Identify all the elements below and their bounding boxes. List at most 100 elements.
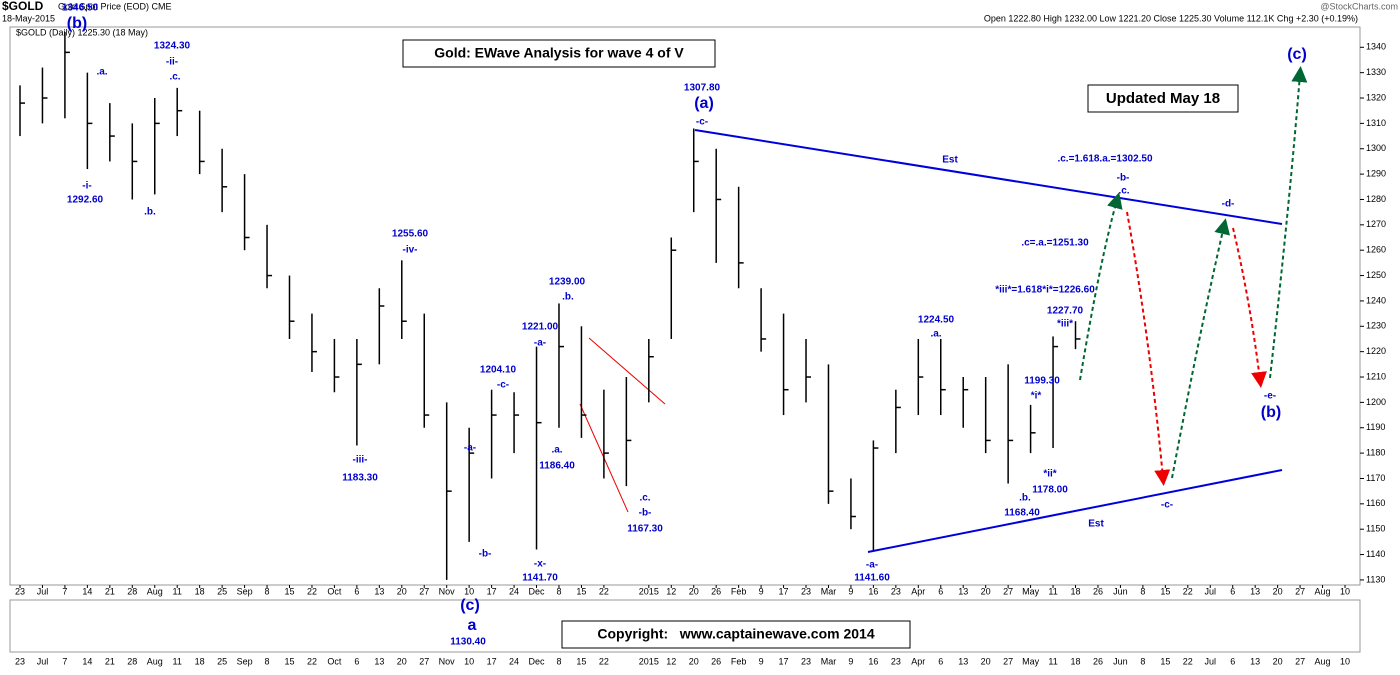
arrow: [1126, 211, 1171, 486]
annotation: 1183.30: [342, 473, 378, 484]
x-tick-label: 15: [576, 656, 586, 666]
x-tick-label: Mar: [821, 656, 837, 666]
annotation: 1168.40: [1004, 508, 1040, 519]
legend: $GOLD (Daily) 1225.30 (18 May): [16, 27, 148, 37]
x-tick-label: 13: [1250, 586, 1260, 596]
x-tick-label: 22: [599, 586, 609, 596]
x-tick-label: 18: [195, 656, 205, 666]
annotation: 1186.40: [539, 461, 575, 472]
x-tick-label: 12: [666, 586, 676, 596]
x-tick-label: 8: [556, 586, 561, 596]
annotation: -b-: [479, 549, 492, 560]
x-tick-label: 6: [1230, 586, 1235, 596]
annotation: .b.: [1019, 493, 1031, 504]
annotation: .c.: [639, 493, 650, 504]
x-tick-label: 23: [15, 656, 25, 666]
x-tick-label: 22: [1183, 656, 1193, 666]
y-tick-label: 1250: [1366, 270, 1386, 280]
x-tick-label: 10: [464, 586, 474, 596]
x-tick-label: Mar: [821, 586, 837, 596]
annotation: *iii*=1.618*i*=1226.60: [995, 285, 1095, 296]
annotation: *i*: [1031, 391, 1042, 402]
annotation: (a): [694, 95, 714, 112]
annotation: -a-: [464, 443, 476, 454]
x-tick-label: 22: [307, 586, 317, 596]
x-tick-label: 11: [1048, 656, 1057, 666]
x-tick-label: 25: [217, 586, 227, 596]
annotation: -c-: [696, 117, 708, 128]
annotation: .b.: [144, 207, 156, 218]
x-tick-label: Nov: [439, 586, 456, 596]
x-tick-label: 12: [666, 656, 676, 666]
copyright: Copyright: www.captainewave.com 2014: [597, 626, 874, 642]
y-tick-label: 1200: [1366, 397, 1386, 407]
x-tick-label: Sep: [237, 656, 253, 666]
annotation: 1239.00: [549, 277, 586, 288]
annotation: .c=.a.=1251.30: [1021, 238, 1089, 249]
x-tick-label: 27: [419, 586, 429, 596]
x-tick-label: Aug: [1315, 586, 1331, 596]
arrow: [1269, 66, 1308, 379]
annotation: 1221.00: [522, 322, 559, 333]
x-tick-label: 26: [1093, 586, 1103, 596]
x-tick-label: 28: [127, 586, 137, 596]
annotation: -c-: [497, 380, 509, 391]
x-tick-label: 15: [284, 656, 294, 666]
symbol: $GOLD: [2, 0, 44, 13]
x-tick-label: 16: [868, 586, 878, 596]
x-tick-label: 27: [419, 656, 429, 666]
y-tick-label: 1260: [1366, 245, 1386, 255]
x-tick-label: 15: [1160, 586, 1170, 596]
x-tick-label: 27: [1295, 656, 1305, 666]
x-tick-label: 9: [759, 586, 764, 596]
arrow: [1171, 218, 1230, 479]
annotation: .a.: [96, 67, 107, 78]
annotation: a: [468, 617, 477, 634]
x-tick-label: 2015: [639, 586, 659, 596]
trendline: [694, 129, 1283, 225]
y-tick-label: 1270: [1366, 219, 1386, 229]
y-tick-label: 1230: [1366, 321, 1386, 331]
x-tick-label: 20: [1273, 586, 1283, 596]
annotation: .b.: [562, 292, 574, 303]
x-tick-label: Dec: [529, 586, 546, 596]
x-tick-label: 20: [981, 656, 991, 666]
x-tick-label: Aug: [1315, 656, 1331, 666]
x-tick-label: 13: [958, 586, 968, 596]
y-tick-label: 1130: [1366, 574, 1385, 584]
subtitle: Updated May 18: [1106, 90, 1220, 107]
x-tick-label: 15: [576, 586, 586, 596]
trendline: [588, 337, 666, 405]
annotation: 1167.30: [627, 524, 663, 535]
x-tick-label: 9: [848, 656, 853, 666]
y-tick-label: 1160: [1366, 498, 1385, 508]
annotation: -b-: [639, 508, 652, 519]
arrow: [1232, 227, 1267, 388]
x-tick-label: 22: [307, 656, 317, 666]
x-tick-label: Jun: [1113, 586, 1128, 596]
annotation: -ii-: [166, 57, 178, 68]
annotation: 1227.70: [1047, 306, 1084, 317]
x-tick-label: 22: [599, 656, 609, 666]
y-tick-label: 1140: [1366, 549, 1385, 559]
x-tick-label: 17: [779, 656, 789, 666]
y-tick-label: 1210: [1366, 371, 1386, 381]
x-tick-label: 2015: [639, 656, 659, 666]
x-tick-label: 21: [105, 586, 115, 596]
x-tick-label: Dec: [529, 656, 546, 666]
x-tick-label: Jul: [1204, 656, 1216, 666]
y-tick-label: 1280: [1366, 194, 1386, 204]
x-tick-label: Jul: [37, 656, 49, 666]
x-tick-label: Feb: [731, 656, 747, 666]
x-tick-label: 23: [801, 586, 811, 596]
x-tick-label: 20: [1273, 656, 1283, 666]
x-tick-label: 14: [82, 656, 92, 666]
x-tick-label: 11: [173, 586, 182, 596]
annotation: 1224.50: [918, 315, 955, 326]
x-tick-label: 20: [397, 586, 407, 596]
x-tick-label: 10: [464, 656, 474, 666]
x-tick-label: 15: [284, 586, 294, 596]
x-tick-label: 14: [82, 586, 92, 596]
x-tick-label: Jul: [1204, 586, 1216, 596]
arrow: [1079, 192, 1123, 381]
